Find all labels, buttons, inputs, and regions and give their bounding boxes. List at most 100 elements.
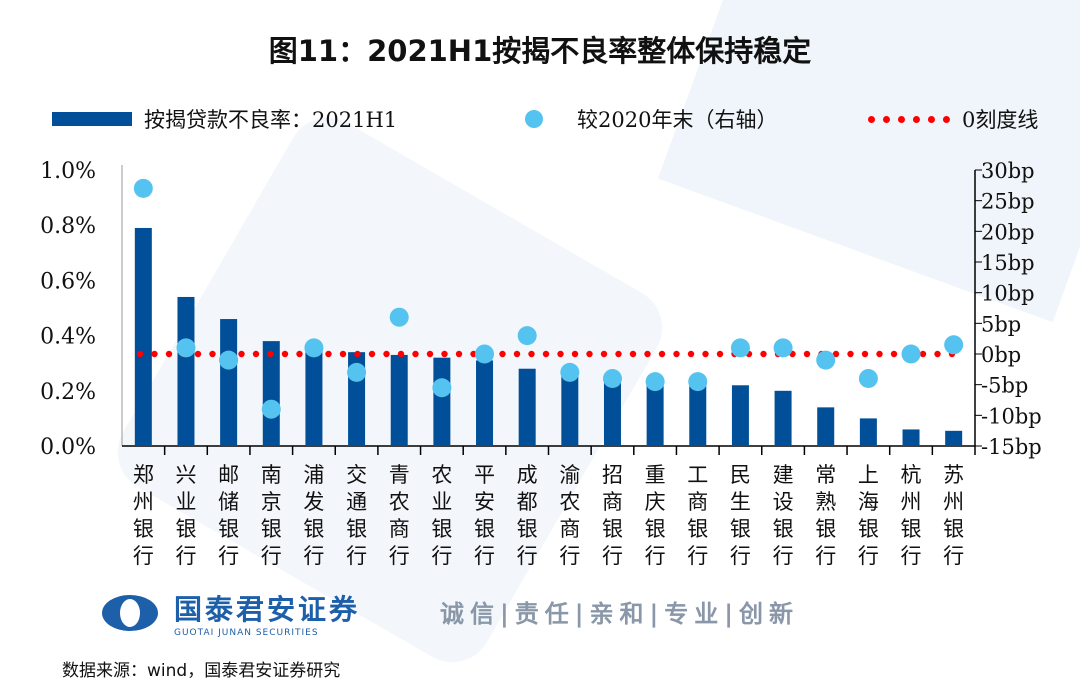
bar: [561, 371, 579, 446]
legend-dot-swatch: [525, 110, 543, 128]
zero-line-dot: [412, 350, 419, 358]
zero-line-dot: [470, 350, 477, 358]
bar: [859, 418, 877, 446]
right-tick-label: -5bp: [981, 374, 1028, 398]
bar: [817, 407, 835, 446]
logo-icon: [102, 595, 158, 631]
bar: [433, 357, 451, 446]
change-point: [560, 362, 580, 382]
left-tick-label: 0.8%: [40, 214, 96, 239]
zero-line-dot: [803, 350, 811, 358]
x-tick-label: 建设银行: [772, 463, 794, 568]
change-point: [730, 338, 750, 358]
zero-line-dot: [716, 350, 724, 358]
change-point: [517, 326, 537, 346]
zero-line-dot: [441, 350, 448, 358]
bar: [390, 354, 408, 446]
bar: [134, 227, 152, 446]
bar: [220, 319, 238, 446]
zero-line-dot: [354, 350, 361, 358]
zero-line-dot: [571, 350, 579, 358]
left-tick-label: 0.0%: [40, 435, 96, 460]
bar: [305, 349, 323, 446]
change-point: [176, 338, 196, 358]
bar: [774, 390, 792, 446]
zero-line-dot: [629, 350, 637, 358]
zero-line-dot: [252, 350, 260, 358]
x-tick-label: 招商银行: [601, 463, 623, 568]
zero-line-dot: [151, 350, 158, 358]
x-tick-label: 浦发银行: [303, 463, 325, 568]
change-point: [261, 399, 281, 419]
zero-line-dot: [847, 350, 854, 358]
legend-item-dot: 较2020年末（右轴）: [525, 104, 777, 134]
zero-line-dot: [194, 350, 202, 358]
right-tick-label: -10bp: [981, 404, 1042, 428]
x-tick-label: 南京银行: [260, 463, 282, 568]
zero-line-dot: [397, 350, 405, 358]
zero-line-dot: [383, 350, 390, 358]
zero-line-dot: [600, 350, 608, 358]
bar: [177, 296, 195, 446]
change-point: [773, 338, 793, 358]
right-tick-label: 20bp: [981, 220, 1035, 244]
right-tick-label: 15bp: [981, 251, 1035, 275]
legend-bar-swatch: [52, 112, 132, 126]
right-tick-label: 30bp: [981, 159, 1035, 183]
left-tick-label: 1.0%: [40, 159, 96, 184]
legend: 按揭贷款不良率：2021H1 较2020年末（右轴） 0刻度线: [0, 100, 1080, 136]
zero-line-dot: [832, 350, 840, 358]
zero-line-dot: [876, 350, 883, 358]
right-tick-label: 25bp: [981, 190, 1035, 214]
zero-line-dot: [513, 350, 521, 358]
zero-line-dot: [861, 350, 869, 358]
zero-line-dot: [890, 350, 898, 358]
legend-item-bar: 按揭贷款不良率：2021H1: [52, 104, 397, 134]
change-point: [645, 372, 665, 392]
left-tick-label: 0.4%: [40, 325, 96, 350]
x-tick-label: 苏州银行: [943, 463, 965, 568]
zero-line-dot: [267, 350, 274, 358]
x-tick-label: 工商银行: [687, 463, 709, 568]
legend-label: 按揭贷款不良率：2021H1: [144, 108, 398, 132]
x-tick-label: 民生银行: [729, 463, 751, 568]
bar: [518, 368, 536, 446]
zero-line-dot: [368, 350, 376, 358]
legend-label: 0刻度线: [962, 108, 1039, 132]
change-point: [347, 362, 367, 382]
zero-line-dot: [136, 350, 144, 358]
change-point: [304, 338, 324, 358]
change-point: [901, 344, 921, 364]
right-tick-label: 5bp: [981, 312, 1021, 336]
legend-item-line: 0刻度线: [868, 104, 1038, 134]
x-tick-label: 农业银行: [431, 463, 453, 568]
logo-name: 国泰君安证券: [174, 593, 361, 626]
zero-line-dot: [687, 350, 695, 358]
change-point: [389, 307, 409, 327]
zero-line-dot: [339, 350, 347, 358]
zero-line-dot: [238, 350, 245, 358]
legend-line-swatch: [868, 115, 950, 123]
source-note: 数据来源：wind，国泰君安证券研究: [62, 661, 341, 681]
zero-line-dot: [542, 350, 550, 358]
bar: [603, 377, 621, 446]
zero-line-dot: [528, 350, 535, 358]
bar: [689, 381, 707, 446]
change-point: [944, 335, 964, 355]
change-point: [219, 350, 239, 370]
zero-line-dot: [673, 350, 680, 358]
x-tick-label: 平安银行: [474, 463, 496, 568]
change-point: [133, 178, 153, 198]
x-tick-label: 上海银行: [857, 463, 879, 568]
bar: [945, 430, 963, 446]
change-point: [816, 350, 836, 370]
zero-line-dot: [296, 350, 303, 358]
zero-line-dot: [586, 350, 593, 358]
zero-line-dot: [557, 350, 564, 358]
zero-line-dot: [165, 350, 173, 358]
x-tick-label: 交通银行: [346, 463, 368, 568]
legend-label: 较2020年末（右轴）: [577, 108, 778, 132]
left-tick-label: 0.2%: [40, 380, 96, 405]
